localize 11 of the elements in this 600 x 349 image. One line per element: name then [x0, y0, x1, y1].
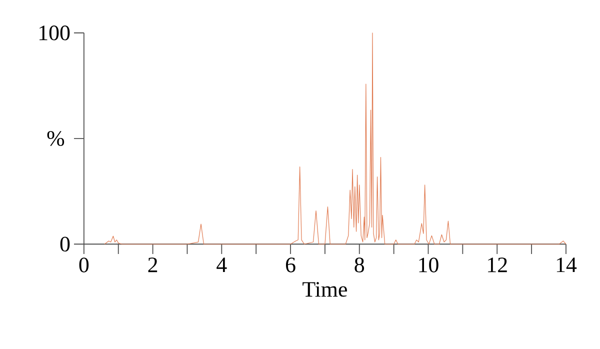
- x-tick-label: 8: [354, 258, 364, 272]
- x-tick-label: 14: [556, 258, 577, 272]
- x-tick-label: 0: [79, 258, 89, 272]
- x-axis-title: Time: [302, 282, 347, 297]
- y-axis-title: %: [47, 131, 64, 146]
- x-tick-label: 4: [216, 258, 227, 272]
- x-tick-label: 12: [488, 258, 507, 272]
- x-tick-label: 6: [286, 258, 296, 272]
- x-tick-label: 10: [419, 258, 438, 272]
- x-tick-label: 2: [148, 258, 158, 272]
- y-tick-label: 100: [40, 25, 70, 40]
